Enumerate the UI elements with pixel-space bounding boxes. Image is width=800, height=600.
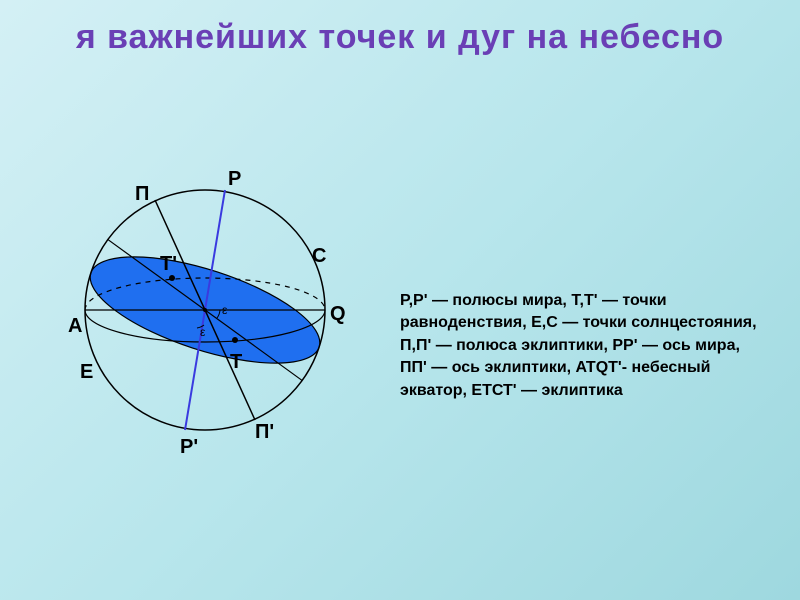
diagram-legend: P,Р' — полюсы мира, Т,Т' — точки равноде… bbox=[400, 290, 760, 402]
slide-title: я важнейших точек и дуг на небесно bbox=[0, 18, 800, 57]
slide-root: я важнейших точек и дуг на небесно P,Р' … bbox=[0, 0, 800, 600]
label-T: T bbox=[230, 351, 242, 373]
label-Pi: П bbox=[135, 183, 149, 205]
label-epsilon-1: ε bbox=[222, 303, 228, 317]
label-A: A bbox=[68, 315, 82, 337]
label-Q: Q bbox=[330, 303, 346, 325]
label-Pi-prime: П' bbox=[255, 421, 274, 443]
label-C: С bbox=[312, 245, 326, 267]
center-point bbox=[203, 308, 207, 312]
point-T-prime bbox=[169, 275, 175, 281]
label-P-prime: P' bbox=[180, 436, 198, 458]
label-T-prime: T' bbox=[160, 253, 177, 275]
point-T bbox=[232, 337, 238, 343]
celestial-sphere-diagram: ε ε P P' П П' A Q E С T' T bbox=[50, 160, 360, 460]
label-E: E bbox=[80, 361, 93, 383]
label-P: P bbox=[228, 168, 241, 190]
